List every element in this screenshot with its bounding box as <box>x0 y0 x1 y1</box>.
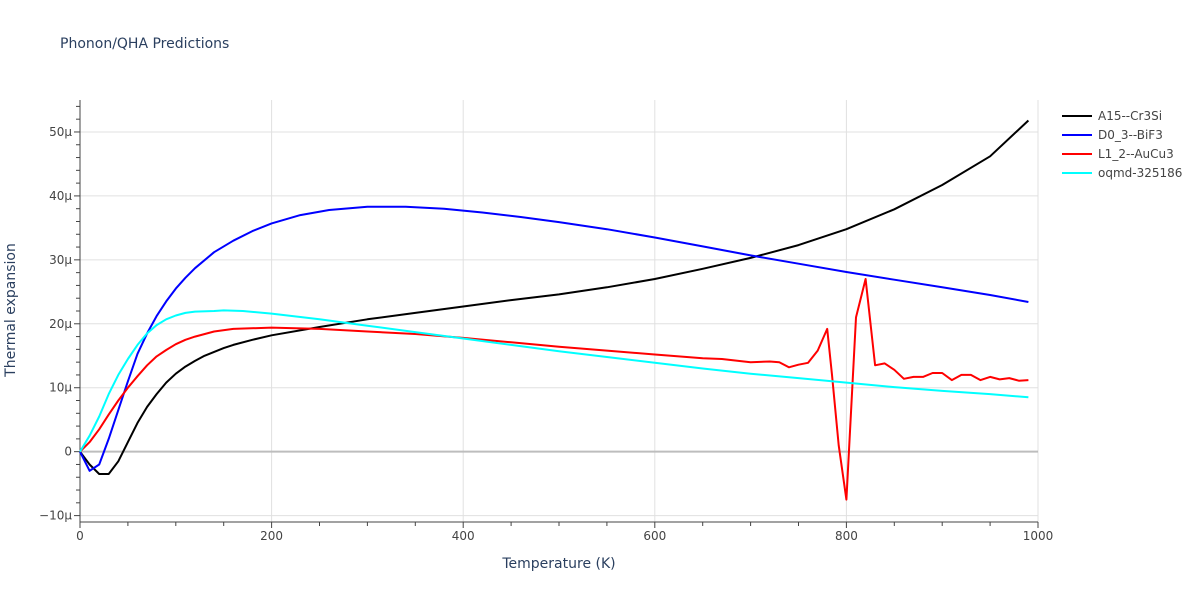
y-tick-label: 40μ <box>49 189 72 203</box>
series-line-d0-3-bif3 <box>79 205 1029 472</box>
x-tick-label: 600 <box>643 529 666 543</box>
series-line-l1-2-aucu3 <box>79 278 1029 501</box>
y-tick-label: 0 <box>64 445 72 459</box>
x-tick-label: 200 <box>260 529 283 543</box>
legend-label: D0_3--BiF3 <box>1098 128 1163 142</box>
y-tick-label: 20μ <box>49 317 72 331</box>
legend-item[interactable]: L1_2--AuCu3 <box>1062 147 1174 161</box>
series-line-a15-cr3si <box>79 119 1030 475</box>
legend[interactable]: A15--Cr3Si D0_3--BiF3 L1_2--AuCu3 oqmd-3251… <box>1062 109 1182 180</box>
x-tick-label: 1000 <box>1023 529 1054 543</box>
y-axis-title: Thermal expansion <box>3 243 19 378</box>
legend-item[interactable]: D0_3--BiF3 <box>1062 128 1163 142</box>
axis-layer: 0 200 400 600 800 1000 −10μ 0 10μ 20μ 30μ 40μ 50μ <box>39 100 1053 543</box>
legend-label: L1_2--AuCu3 <box>1098 147 1174 161</box>
y-tick-label: 10μ <box>49 381 72 395</box>
x-axis-title: Temperature (K) <box>501 556 615 572</box>
x-tick-label: 400 <box>452 529 475 543</box>
legend-label: A15--Cr3Si <box>1098 109 1162 123</box>
x-tick-label: 800 <box>835 529 858 543</box>
legend-item[interactable]: oqmd-325186 <box>1062 166 1182 180</box>
y-tick-label: 30μ <box>49 253 72 267</box>
grid-layer <box>80 100 1039 522</box>
series-layer <box>79 119 1030 501</box>
chart-title: Phonon/QHA Predictions <box>60 36 230 52</box>
legend-label: oqmd-325186 <box>1098 166 1182 180</box>
y-tick-label: 50μ <box>49 125 72 139</box>
x-tick-label: 0 <box>76 529 84 543</box>
legend-item[interactable]: A15--Cr3Si <box>1062 109 1162 123</box>
series-line-oqmd-325186 <box>79 309 1029 453</box>
y-tick-label: −10μ <box>39 509 72 523</box>
